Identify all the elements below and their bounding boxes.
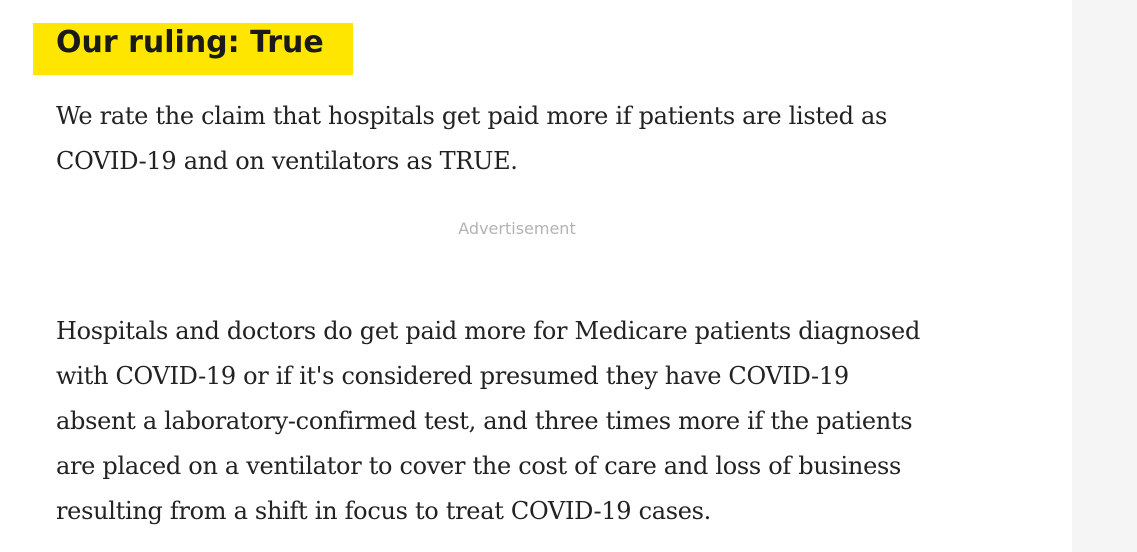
ruling-summary-paragraph: We rate the claim that hospitals get pai… xyxy=(56,94,887,184)
paragraph-line: absent a laboratory-confirmed test, and … xyxy=(56,407,913,435)
article-body: Our ruling: True We rate the claim that … xyxy=(33,23,920,534)
ruling-heading-highlight: Our ruling: True xyxy=(33,23,353,75)
ruling-heading: Our ruling: True xyxy=(56,25,324,60)
advertisement-label: Advertisement xyxy=(458,219,576,238)
paragraph-line: COVID-19 and on ventilators as TRUE. xyxy=(56,147,518,175)
paragraph-line: We rate the claim that hospitals get pai… xyxy=(56,102,888,130)
paragraph-line: are placed on a ventilator to cover the … xyxy=(56,452,902,480)
paragraph-line: Hospitals and doctors do get paid more f… xyxy=(56,317,921,345)
ruling-detail-paragraph: Hospitals and doctors do get paid more f… xyxy=(56,309,920,534)
right-rail xyxy=(1072,0,1137,552)
paragraph-line: resulting from a shift in focus to treat… xyxy=(56,497,712,525)
paragraph-line: with COVID-19 or if it's considered pres… xyxy=(56,362,849,390)
